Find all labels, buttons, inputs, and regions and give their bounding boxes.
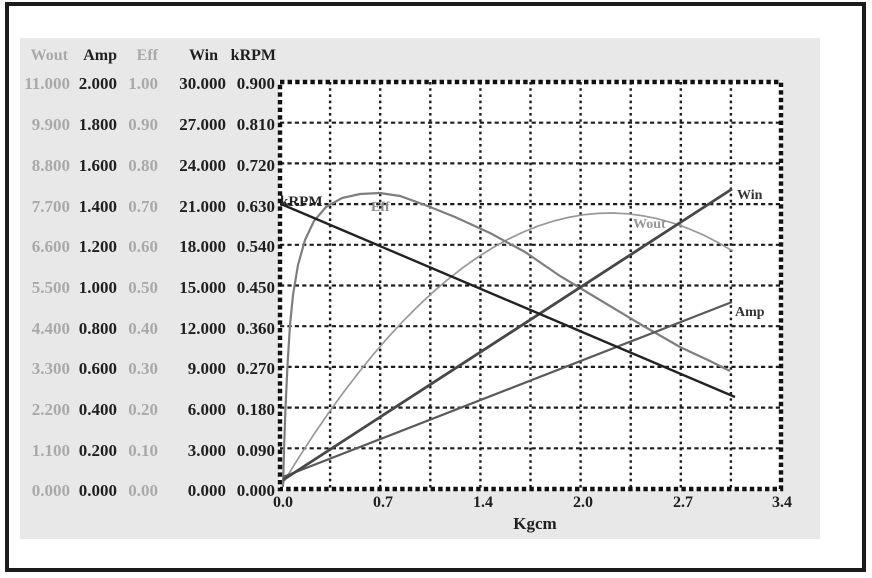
svg-text:Win: Win bbox=[737, 188, 763, 203]
svg-text:Eff: Eff bbox=[371, 200, 390, 215]
svg-text:kRPM: kRPM bbox=[280, 194, 323, 210]
svg-text:Amp: Amp bbox=[735, 305, 765, 320]
svg-text:Wout: Wout bbox=[633, 217, 666, 232]
